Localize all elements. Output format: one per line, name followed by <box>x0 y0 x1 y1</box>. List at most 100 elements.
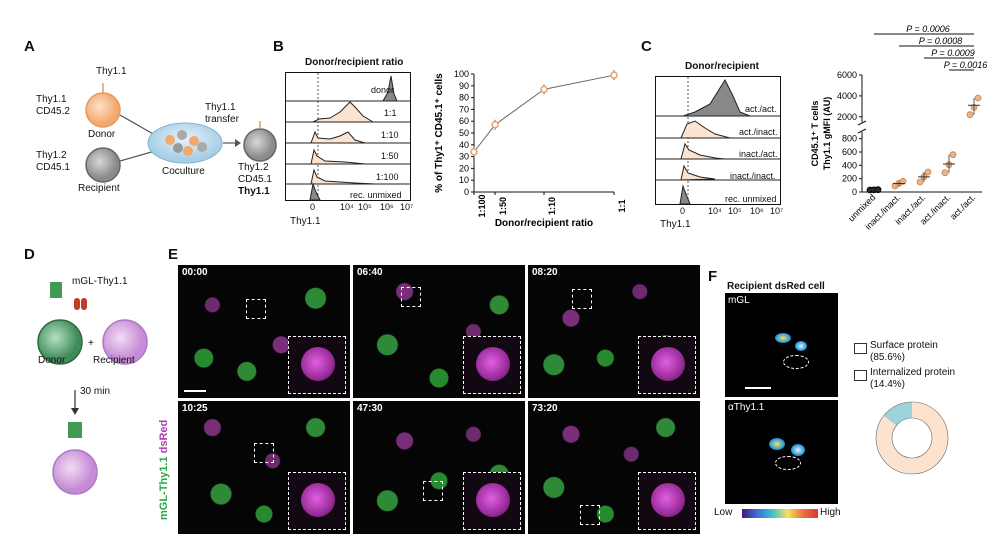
e-timestamp-5: 73:20 <box>532 403 558 414</box>
line-point <box>610 71 618 79</box>
e-inset-0 <box>288 336 346 394</box>
panel-c-hist-title: Donor/recipient <box>685 61 759 72</box>
c-row-0: act./act. <box>745 104 777 114</box>
result-labels: Thy1.2 CD45.1 Thy1.1 <box>238 162 272 198</box>
e-frame-4: 47:30 <box>353 401 525 534</box>
f-scale-bar <box>745 387 771 389</box>
b-xtick-3: 10⁶ <box>380 202 394 212</box>
construct-label: mGL-Thy1.1 <box>72 276 128 287</box>
dot-point <box>899 177 907 185</box>
c-xtick-3: 10⁶ <box>750 206 764 216</box>
e-timestamp-2: 08:20 <box>532 267 558 278</box>
d-donor-label: Donor <box>38 355 66 366</box>
recipient-labels: Thy1.2 CD45.1 <box>36 150 70 174</box>
dot-ytick-label: 200 <box>842 174 857 184</box>
b-xtick-2: 10⁵ <box>358 202 372 212</box>
panel-d-schematic: + <box>37 282 148 495</box>
legend-internal: Internalized protein (14.4%) <box>870 367 955 391</box>
e-inset-2 <box>638 336 696 394</box>
e-side-label: mGL-Thy1.1 dsRed <box>158 300 174 520</box>
e-inset-3 <box>288 472 346 530</box>
b-row-4: 1:100 <box>376 172 399 182</box>
f-image-athy-label: αThy1.1 <box>728 402 765 413</box>
b-xtick-4: 10⁷ <box>400 202 414 212</box>
dot-ytick-label: 0 <box>852 187 857 197</box>
f-scale-low: Low <box>714 507 733 518</box>
line-ytick-label: 50 <box>459 128 469 138</box>
c-row-4: rec. unmixed <box>725 194 777 204</box>
panel-e-letter: E <box>168 246 179 263</box>
dot-pvalue-label: P = 0.0008 <box>919 36 962 46</box>
f-signal-3 <box>769 438 785 450</box>
e-timestamp-4: 47:30 <box>357 403 383 414</box>
d-time-label: 30 min <box>80 386 111 397</box>
dot-xtick-label: act./act. <box>948 192 977 221</box>
e-inset-1 <box>463 336 521 394</box>
donor-label-1: Thy1.1 <box>36 94 67 105</box>
f-scale-high: High <box>820 507 841 518</box>
result-label-1: Thy1.2 <box>238 162 269 173</box>
panel-d-letter: D <box>24 246 35 263</box>
b-row-3: 1:50 <box>381 151 399 161</box>
e-timestamp-3: 10:25 <box>182 403 208 414</box>
panel-c-histograms <box>655 76 781 205</box>
panel-b-histograms <box>285 72 411 201</box>
legend-internal-pct: (14.4%) <box>870 379 906 390</box>
transfer-label-1: Thy1.1 <box>205 102 236 113</box>
dot-ytick-label: 2000 <box>837 112 857 122</box>
f-image-mgl: mGL <box>725 293 838 397</box>
line-ylabel: % of Thy1⁺ CD45.1⁺ cells <box>434 73 445 193</box>
f-image-athy: αThy1.1 <box>725 400 838 504</box>
e-side-label-magenta: dsRed <box>158 419 170 454</box>
recipient-name: Recipient <box>78 183 120 194</box>
donut-slice <box>883 402 913 427</box>
dot-point <box>974 94 982 102</box>
e-frame-0: 00:00 <box>178 265 350 398</box>
c-row-1: act./inact. <box>739 127 778 137</box>
b-row-0: donor <box>371 85 395 95</box>
c-row-3: inact./inact. <box>730 171 776 181</box>
e-roi-3 <box>254 443 274 463</box>
e-roi-5 <box>580 505 600 525</box>
e-frame-1: 06:40 <box>353 265 525 398</box>
legend-swatch-internal <box>854 370 867 381</box>
e-roi-4 <box>423 481 443 501</box>
line-ytick-label: 80 <box>459 93 469 103</box>
line-xtick-label: 1:50 <box>498 197 508 215</box>
line-ytick-label: 20 <box>459 163 469 173</box>
e-side-label-green: mGL-Thy1.1 <box>158 456 170 520</box>
recipient-label-1: Thy1.2 <box>36 150 67 161</box>
dot-point <box>941 169 949 177</box>
line-ytick-label: 30 <box>459 152 469 162</box>
dot-axis-break <box>857 128 867 134</box>
donor-labels: Thy1.1 CD45.2 <box>36 94 70 118</box>
scale-bar <box>184 390 206 392</box>
c-xtick-1: 10⁴ <box>708 206 722 216</box>
b-row-1: 1:1 <box>384 108 397 118</box>
line-series-path <box>473 74 615 153</box>
legend-internal-label: Internalized protein <box>870 367 956 378</box>
transfer-labels: Thy1.1 transfer <box>205 102 239 126</box>
donut-outline-outer <box>875 401 949 475</box>
e-inset-4 <box>463 472 521 530</box>
legend-surface-label: Surface protein <box>870 340 938 351</box>
panel-a-schematic <box>85 83 277 183</box>
panel-c-letter: C <box>641 38 652 55</box>
legend-swatch-surface <box>854 343 867 354</box>
line-ytick-label: 0 <box>464 187 469 197</box>
panel-b-letter: B <box>273 38 284 55</box>
dot-point <box>924 168 932 176</box>
f-cell-outline-2 <box>775 456 801 470</box>
line-xlabel: Donor/recipient ratio <box>495 218 593 229</box>
line-ytick-label: 70 <box>459 104 469 114</box>
e-roi-2 <box>572 289 592 309</box>
e-frame-3: 10:25 <box>178 401 350 534</box>
f-signal-4 <box>791 444 805 456</box>
f-cell-outline-1 <box>783 355 809 369</box>
dot-pvalue-label: P = 0.0006 <box>906 24 949 34</box>
d-recipient-label: Recipient <box>93 355 135 366</box>
result-label-3: Thy1.1 <box>238 186 270 197</box>
line-xtick-label: 1:10 <box>547 197 557 215</box>
dot-ytick-label: 6000 <box>837 70 857 80</box>
dot-point <box>916 178 924 186</box>
